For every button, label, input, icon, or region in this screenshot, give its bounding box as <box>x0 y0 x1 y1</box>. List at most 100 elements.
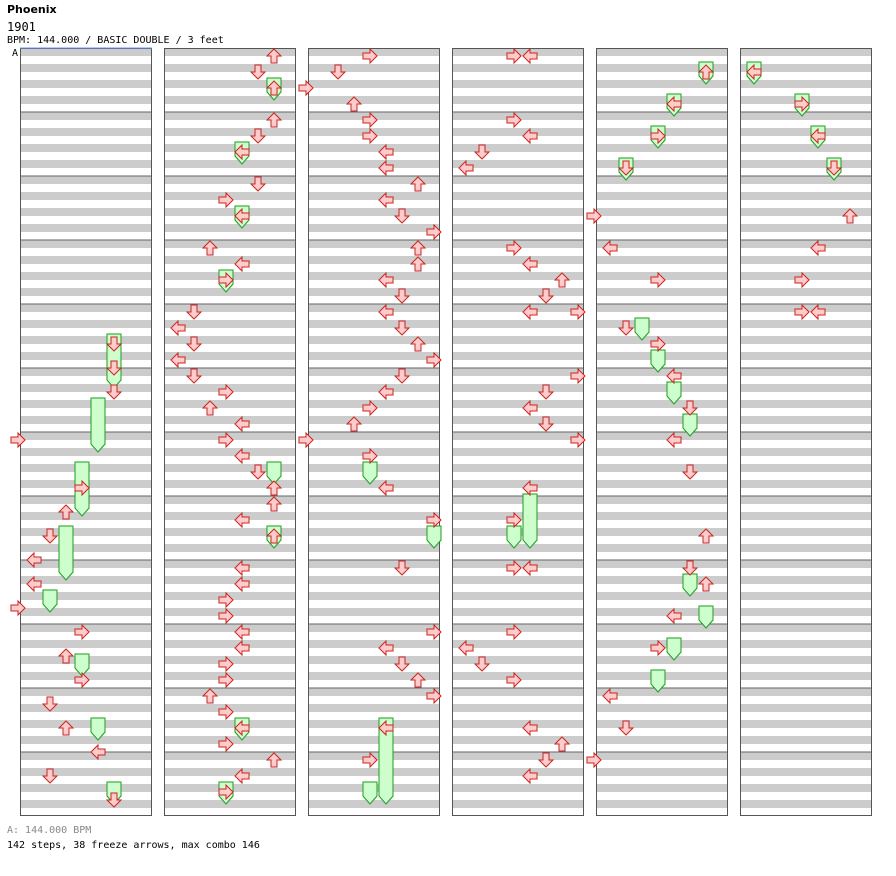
step-arrow <box>185 336 203 352</box>
step-arrow <box>650 127 666 145</box>
beat-stripe <box>452 48 584 56</box>
beat-stripe <box>20 80 152 88</box>
beat-stripe <box>308 352 440 360</box>
beat-stripe <box>308 288 440 296</box>
step-arrow <box>249 176 267 192</box>
step-arrow <box>265 112 283 128</box>
beat-stripe <box>596 736 728 744</box>
step-arrow <box>378 383 394 401</box>
beat-stripe <box>164 144 296 152</box>
column-border <box>164 48 296 816</box>
step-arrow <box>506 559 522 577</box>
beat-stripe <box>452 704 584 712</box>
beat-stripe <box>740 704 872 712</box>
beat-stripe <box>452 224 584 232</box>
beat-stripe <box>308 336 440 344</box>
step-arrow <box>57 648 75 664</box>
beat-stripe <box>164 160 296 168</box>
step-arrow <box>362 399 378 417</box>
beat-stripe <box>452 416 584 424</box>
step-arrow <box>218 607 234 625</box>
freeze-arrow <box>506 525 522 549</box>
step-arrow <box>105 792 123 808</box>
beat-stripe <box>596 528 728 536</box>
beat-stripe <box>596 176 728 184</box>
step-arrow <box>378 719 394 737</box>
beat-stripe <box>308 672 440 680</box>
beat-stripe <box>740 672 872 680</box>
beat-stripe <box>308 768 440 776</box>
step-arrow <box>234 559 250 577</box>
beat-stripe <box>164 320 296 328</box>
beat-stripe <box>596 64 728 72</box>
beat-stripe <box>164 496 296 504</box>
beat-stripe <box>740 512 872 520</box>
step-arrow <box>681 400 699 416</box>
beat-stripe <box>164 48 296 56</box>
step-arrow <box>218 271 234 289</box>
beat-stripe <box>164 368 296 376</box>
step-arrow <box>602 687 618 705</box>
beat-stripe <box>596 336 728 344</box>
beat-stripe <box>308 704 440 712</box>
step-arrow <box>602 239 618 257</box>
beat-stripe <box>740 528 872 536</box>
step-arrow <box>298 79 314 97</box>
beat-stripe <box>740 304 872 312</box>
step-arrow <box>10 599 26 617</box>
step-arrow <box>218 383 234 401</box>
beat-stripe <box>452 128 584 136</box>
beat-stripe <box>20 288 152 296</box>
beat-stripe <box>308 144 440 152</box>
step-arrow <box>810 303 826 321</box>
step-arrow <box>586 751 602 769</box>
step-arrow <box>522 767 538 785</box>
step-arrow <box>41 528 59 544</box>
beat-stripe <box>452 720 584 728</box>
column-border <box>740 48 872 816</box>
step-arrow <box>170 319 186 337</box>
beat-stripe <box>452 272 584 280</box>
step-arrow <box>522 399 538 417</box>
step-arrow <box>41 696 59 712</box>
step-arrow <box>74 479 90 497</box>
beat-stripe <box>596 512 728 520</box>
step-arrow <box>362 447 378 465</box>
beat-stripe <box>20 752 152 760</box>
beat-stripe <box>740 720 872 728</box>
beat-stripe <box>596 608 728 616</box>
beat-stripe <box>596 496 728 504</box>
step-arrow <box>537 288 555 304</box>
beat-stripe <box>308 368 440 376</box>
beat-stripe <box>596 368 728 376</box>
beat-stripe <box>452 768 584 776</box>
beat-stripe <box>308 512 440 520</box>
beat-stripe <box>452 96 584 104</box>
beat-stripe <box>740 576 872 584</box>
step-arrow <box>393 320 411 336</box>
beat-stripe <box>596 752 728 760</box>
chart-meta: BPM: 144.000 / BASIC DOUBLE / 3 feet <box>7 35 224 46</box>
step-arrow <box>218 591 234 609</box>
step-arrow <box>298 431 314 449</box>
beat-stripe <box>452 336 584 344</box>
beat-stripe <box>20 720 152 728</box>
step-arrow <box>506 111 522 129</box>
beat-stripe <box>740 416 872 424</box>
beat-stripe <box>452 544 584 552</box>
beat-stripe <box>596 544 728 552</box>
beat-stripe <box>20 416 152 424</box>
step-arrow <box>265 528 283 544</box>
beat-stripe <box>740 608 872 616</box>
beat-stripe <box>20 384 152 392</box>
chart-column-5 <box>596 48 728 816</box>
step-arrow <box>41 768 59 784</box>
beat-stripe <box>308 208 440 216</box>
step-arrow <box>234 623 250 641</box>
beat-stripe <box>740 80 872 88</box>
step-arrow <box>522 255 538 273</box>
beat-stripe <box>596 640 728 648</box>
beat-stripe <box>164 192 296 200</box>
beat-stripe <box>20 336 152 344</box>
